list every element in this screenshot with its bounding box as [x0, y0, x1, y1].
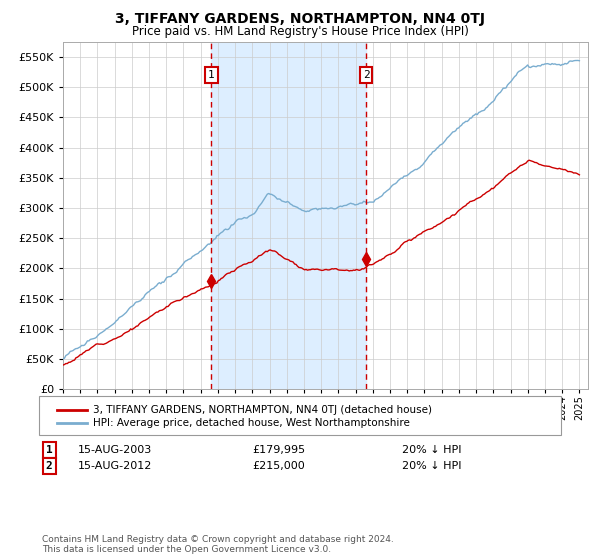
Text: 20% ↓ HPI: 20% ↓ HPI — [402, 445, 461, 455]
Text: £179,995: £179,995 — [252, 445, 305, 455]
Text: 1: 1 — [46, 445, 53, 455]
Text: 3, TIFFANY GARDENS, NORTHAMPTON, NN4 0TJ (detached house): 3, TIFFANY GARDENS, NORTHAMPTON, NN4 0TJ… — [93, 405, 432, 415]
Text: 15-AUG-2012: 15-AUG-2012 — [78, 461, 152, 471]
Text: HPI: Average price, detached house, West Northamptonshire: HPI: Average price, detached house, West… — [93, 418, 410, 428]
Bar — [211, 42, 366, 389]
Text: 2: 2 — [46, 461, 53, 471]
Text: Contains HM Land Registry data © Crown copyright and database right 2024.
This d: Contains HM Land Registry data © Crown c… — [42, 535, 394, 554]
Text: 1: 1 — [208, 70, 215, 80]
Text: 15-AUG-2003: 15-AUG-2003 — [78, 445, 152, 455]
Text: 2: 2 — [363, 70, 370, 80]
Text: 3, TIFFANY GARDENS, NORTHAMPTON, NN4 0TJ: 3, TIFFANY GARDENS, NORTHAMPTON, NN4 0TJ — [115, 12, 485, 26]
Text: Price paid vs. HM Land Registry's House Price Index (HPI): Price paid vs. HM Land Registry's House … — [131, 25, 469, 38]
Text: 20% ↓ HPI: 20% ↓ HPI — [402, 461, 461, 471]
Text: £215,000: £215,000 — [252, 461, 305, 471]
